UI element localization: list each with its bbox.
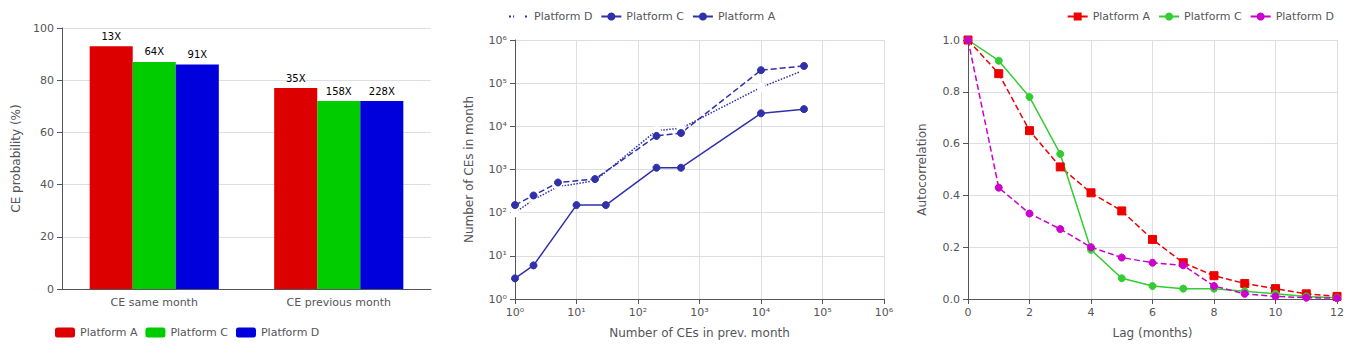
svg-text:CE same month: CE same month xyxy=(111,296,198,309)
svg-text:CE previous month: CE previous month xyxy=(287,296,391,309)
svg-text:10⁵: 10⁵ xyxy=(813,306,831,319)
svg-text:Platform D: Platform D xyxy=(1276,10,1334,23)
svg-text:4: 4 xyxy=(1088,306,1095,319)
svg-text:Platform C: Platform C xyxy=(626,10,684,23)
svg-text:0.2: 0.2 xyxy=(943,241,961,254)
svg-text:Platform A: Platform A xyxy=(80,326,138,339)
svg-text:0: 0 xyxy=(965,306,972,319)
svg-text:10⁶: 10⁶ xyxy=(489,34,508,47)
svg-text:10⁰: 10⁰ xyxy=(506,306,525,319)
svg-text:Platform D: Platform D xyxy=(534,10,592,23)
svg-text:20: 20 xyxy=(40,230,54,243)
svg-text:0.0: 0.0 xyxy=(943,293,961,306)
svg-text:Platform A: Platform A xyxy=(718,10,776,23)
svg-text:10²: 10² xyxy=(489,206,507,219)
svg-text:228X: 228X xyxy=(369,86,395,97)
svg-text:CE probability (%): CE probability (%) xyxy=(9,104,23,212)
svg-text:13X: 13X xyxy=(101,31,121,42)
svg-text:10³: 10³ xyxy=(690,306,708,319)
svg-text:10²: 10² xyxy=(629,306,647,319)
svg-text:10¹: 10¹ xyxy=(567,306,585,319)
svg-text:Lag (months): Lag (months) xyxy=(1112,326,1192,340)
svg-text:10¹: 10¹ xyxy=(489,249,507,262)
svg-text:100: 100 xyxy=(33,22,54,35)
svg-text:10⁰: 10⁰ xyxy=(489,293,508,306)
svg-text:10⁴: 10⁴ xyxy=(489,120,508,133)
svg-text:10: 10 xyxy=(1269,306,1283,319)
svg-text:Platform D: Platform D xyxy=(261,326,319,339)
svg-text:Autocorrelation: Autocorrelation xyxy=(915,123,929,215)
svg-text:0.6: 0.6 xyxy=(943,137,961,150)
svg-text:Platform A: Platform A xyxy=(1093,10,1151,23)
svg-text:0: 0 xyxy=(47,283,54,296)
svg-text:Platform C: Platform C xyxy=(1184,10,1242,23)
svg-text:158X: 158X xyxy=(326,86,352,97)
svg-text:40: 40 xyxy=(40,178,54,191)
svg-text:0.8: 0.8 xyxy=(943,85,961,98)
svg-text:80: 80 xyxy=(40,74,54,87)
svg-text:12: 12 xyxy=(1330,306,1344,319)
svg-text:2: 2 xyxy=(1026,306,1033,319)
svg-text:Platform C: Platform C xyxy=(170,326,228,339)
svg-text:91X: 91X xyxy=(188,49,208,60)
svg-text:0.4: 0.4 xyxy=(943,189,961,202)
svg-text:Number of CEs in month: Number of CEs in month xyxy=(462,96,476,243)
svg-text:10⁶: 10⁶ xyxy=(875,306,894,319)
svg-text:1.0: 1.0 xyxy=(943,34,961,47)
svg-text:10³: 10³ xyxy=(489,163,507,176)
svg-text:10⁴: 10⁴ xyxy=(752,306,771,319)
svg-text:64X: 64X xyxy=(144,46,164,57)
svg-text:Number of CEs in prev. month: Number of CEs in prev. month xyxy=(609,326,790,340)
svg-text:60: 60 xyxy=(40,126,54,139)
svg-text:6: 6 xyxy=(1149,306,1156,319)
svg-text:35X: 35X xyxy=(286,73,306,84)
svg-text:10⁵: 10⁵ xyxy=(489,77,507,90)
svg-text:8: 8 xyxy=(1211,306,1218,319)
